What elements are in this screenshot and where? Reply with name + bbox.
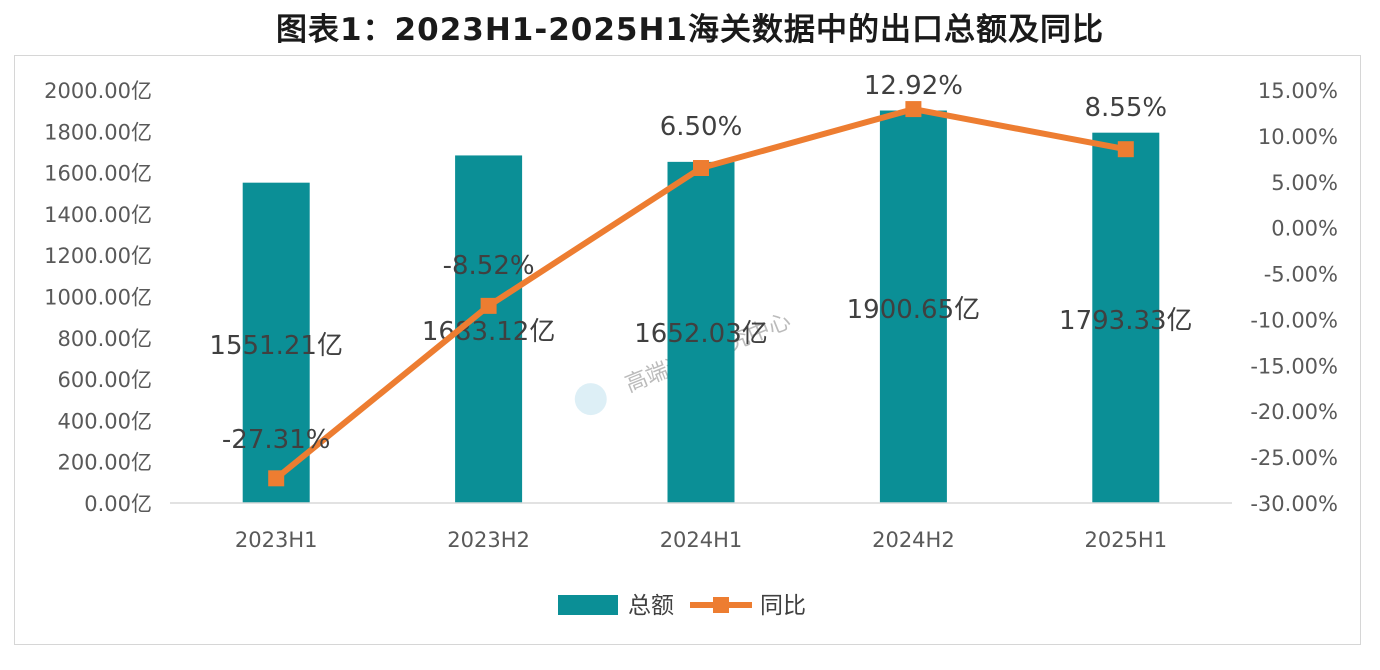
watermark-logo-icon — [574, 383, 607, 416]
x-tick-label: 2024H1 — [660, 528, 743, 552]
legend-line-label: 同比 — [760, 593, 806, 619]
bar-data-label: 1652.03亿 — [634, 319, 768, 349]
legend-bar-swatch — [558, 595, 618, 615]
y-right-tick-label: -25.00% — [1250, 446, 1338, 470]
y-left-tick-label: 1400.00亿 — [44, 203, 152, 227]
y-right-tick-label: -30.00% — [1250, 492, 1338, 516]
y-left-tick-label: 1000.00亿 — [44, 286, 152, 310]
y-right-tick-label: 15.00% — [1258, 79, 1338, 103]
bar-data-label: 1793.33亿 — [1059, 306, 1193, 336]
bar-2024H2 — [879, 110, 947, 503]
x-tick-label: 2024H2 — [872, 528, 955, 552]
y-right-tick-label: 5.00% — [1271, 171, 1338, 195]
bar-data-label: 1900.65亿 — [847, 295, 981, 325]
line-data-label: 8.55% — [1084, 93, 1167, 123]
line-labels-layer: -27.31% -8.52% 6.50% 12.92% 8.55% — [222, 71, 1167, 455]
x-tick-label: 2023H1 — [235, 528, 318, 552]
y-left-tick-label: 1600.00亿 — [44, 162, 152, 186]
x-tick-label: 2025H1 — [1084, 528, 1167, 552]
chart-frame — [14, 55, 1361, 645]
chart-title: 图表1：2023H1-2025H1海关数据中的出口总额及同比 — [275, 12, 1105, 48]
line-marker-2023H2 — [480, 297, 497, 314]
y-left-tick-label: 800.00亿 — [58, 327, 152, 351]
y-left-tick-label: 0.00亿 — [84, 492, 152, 516]
line-layer — [268, 101, 1134, 487]
legend-bar-label: 总额 — [628, 593, 674, 619]
y-left-tick-label: 200.00亿 — [58, 451, 152, 475]
y-left-tick-label: 1800.00亿 — [44, 120, 152, 144]
line-data-label: -8.52% — [443, 251, 535, 281]
y-right-tick-label: -20.00% — [1250, 400, 1338, 424]
line-marker-2023H1 — [268, 470, 285, 487]
line-data-label: 12.92% — [864, 71, 963, 101]
y-left-tick-label: 1200.00亿 — [44, 244, 152, 268]
legend: 总额 同比 — [558, 593, 806, 619]
bars-layer — [242, 110, 1160, 503]
x-tick-label: 2023H2 — [447, 528, 530, 552]
axes-layer: 0.00亿 200.00亿 400.00亿 600.00亿 800.00亿 1000.00… — [44, 79, 1338, 552]
bar-2025H1 — [1092, 132, 1160, 503]
line-marker-2024H2 — [905, 101, 922, 118]
y-right-tick-label: -5.00% — [1264, 263, 1338, 287]
y-right-tick-label: 0.00% — [1271, 217, 1338, 241]
y-right-tick-label: 10.00% — [1258, 125, 1338, 149]
y-right-tick-label: -10.00% — [1250, 308, 1338, 332]
line-data-label: 6.50% — [660, 112, 743, 142]
line-data-label: -27.31% — [222, 425, 331, 455]
y-left-tick-label: 400.00亿 — [58, 409, 152, 433]
bar-2023H1 — [242, 182, 310, 503]
line-marker-2024H1 — [693, 160, 709, 177]
y-left-tick-label: 2000.00亿 — [44, 79, 152, 103]
legend-line-marker — [713, 597, 729, 613]
bar-2024H1 — [667, 161, 735, 503]
line-marker-2025H1 — [1117, 141, 1134, 158]
bar-data-label: 1551.21亿 — [209, 331, 343, 361]
y-left-tick-label: 600.00亿 — [58, 368, 152, 392]
y-right-tick-label: -15.00% — [1250, 354, 1338, 378]
bar-2023H2 — [455, 155, 523, 503]
